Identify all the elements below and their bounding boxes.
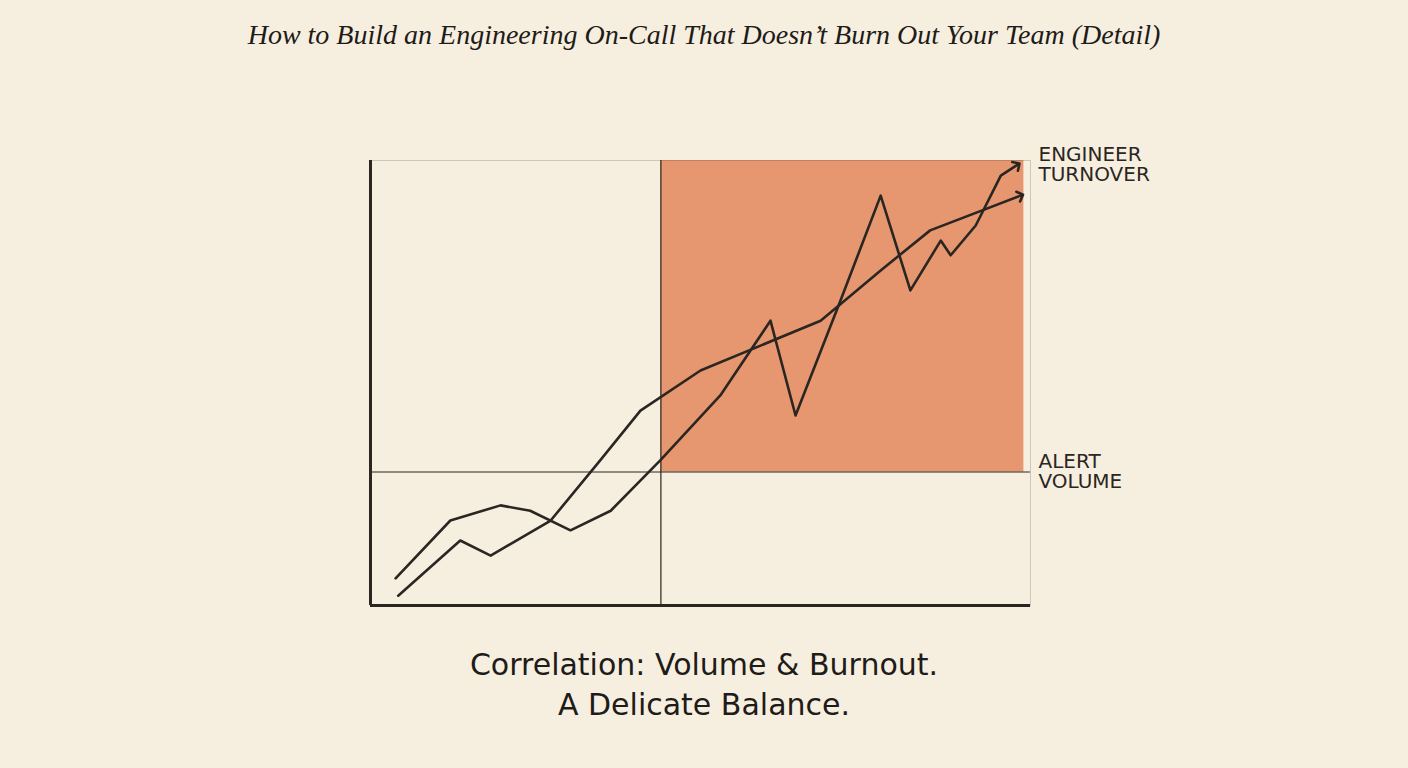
svg-text:ALERTVOLUME: ALERTVOLUME — [1039, 449, 1123, 493]
svg-text:ENGINEERTURNOVER: ENGINEERTURNOVER — [1038, 142, 1150, 186]
html-text:How to Build an Engineering On: How to Build an Engineering On-Call That… — [247, 19, 1161, 50]
html-text:A Delicate Balance.: A Delicate Balance. — [557, 687, 850, 722]
html-text:Correlation: Volume & Burnout.: Correlation: Volume & Burnout. — [469, 647, 939, 682]
